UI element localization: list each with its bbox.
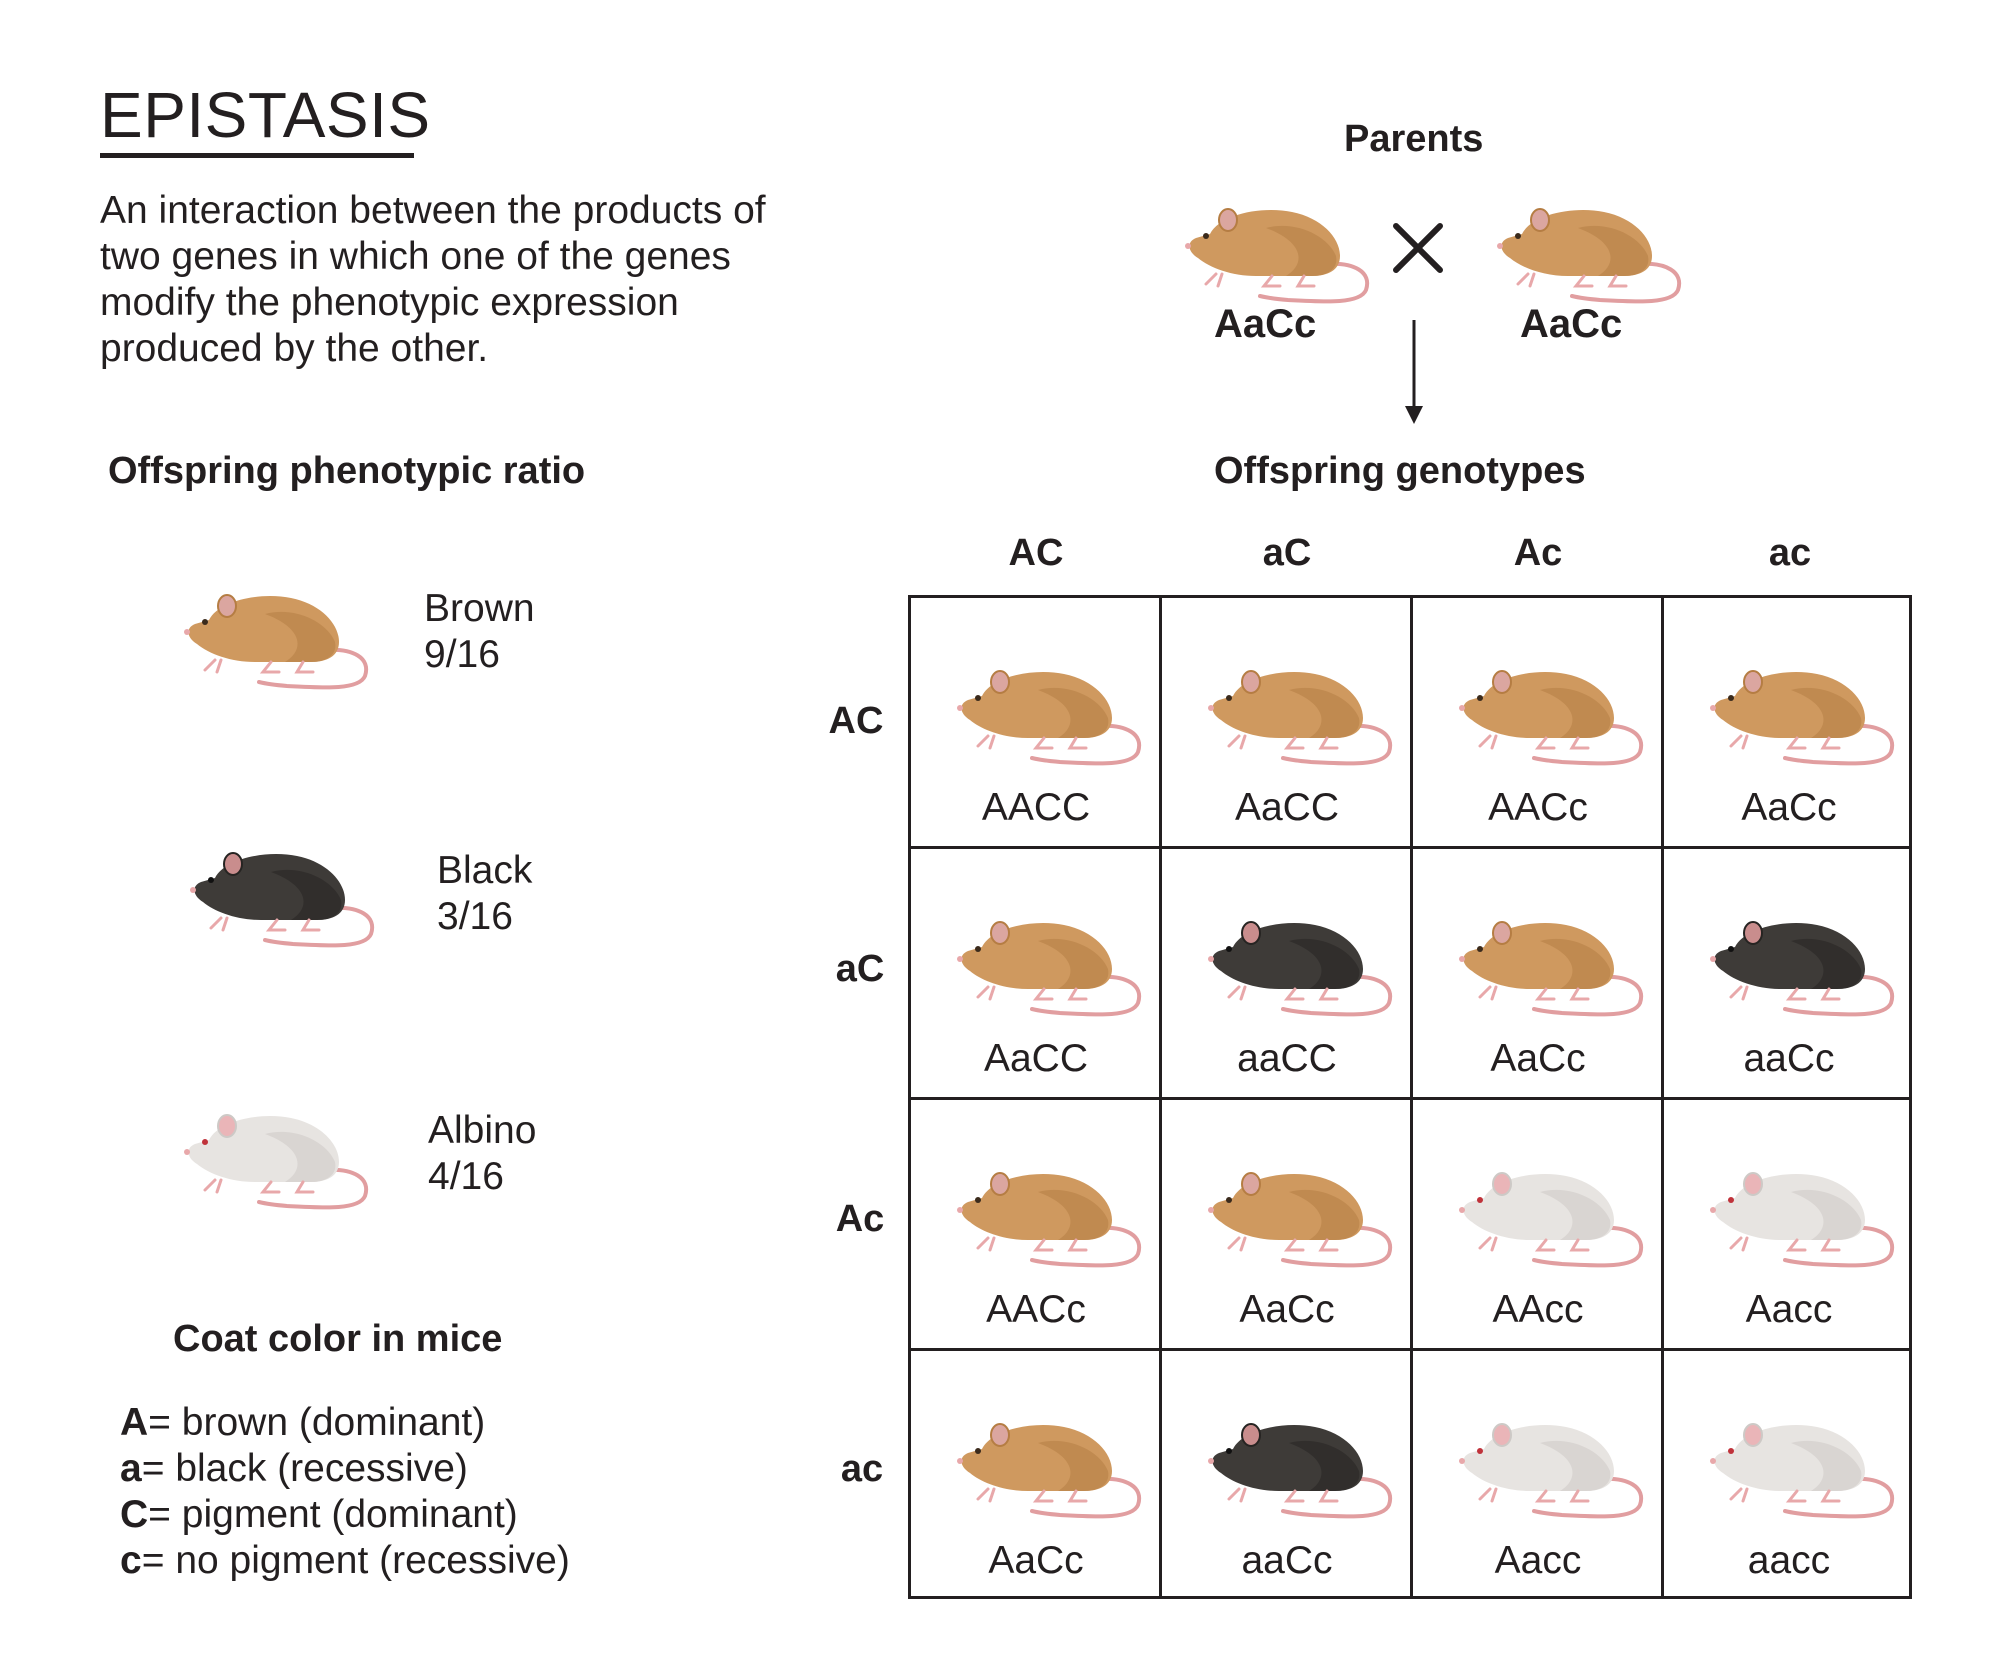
brown-mouse-icon (957, 921, 1142, 1017)
legend-item: A= brown (dominant) (120, 1400, 570, 1446)
arrow-down-icon (1405, 320, 1423, 424)
row-gamete-header: Ac (835, 1198, 885, 1240)
phenotype-name: Black (437, 849, 533, 892)
genotype-label: AaCC (1234, 786, 1340, 829)
black-mouse-icon (1710, 921, 1895, 1017)
grid-divider (911, 1097, 1909, 1100)
genotype-label: AaCc (1741, 786, 1837, 829)
phenotype-ratio: 3/16 (437, 895, 513, 938)
definition-line: An interaction between the products of (100, 189, 766, 232)
genotype-label: AACc (986, 1288, 1086, 1331)
albino-mouse-icon (1710, 1172, 1895, 1268)
parent-genotype-right: AaCc (1520, 302, 1623, 346)
row-gamete-header: aC (835, 948, 885, 990)
phenotype-name: Albino (428, 1109, 537, 1152)
parents-heading: Parents (1344, 118, 1484, 160)
allele-meaning: = pigment (dominant) (148, 1493, 518, 1536)
allele-meaning: = black (recessive) (141, 1447, 468, 1490)
row-gamete-header: AC (828, 700, 884, 742)
legend-item: c= no pigment (recessive) (120, 1538, 570, 1584)
albino-mouse-icon (1459, 1423, 1644, 1519)
brown-mouse-icon (1459, 670, 1644, 766)
brown-mouse-icon (957, 1172, 1142, 1268)
genotype-label: aacc (1747, 1539, 1831, 1582)
phenotype-name: Brown (424, 587, 535, 630)
genotype-label: AaCc (988, 1539, 1084, 1582)
brown-mouse-icon (1710, 670, 1895, 766)
definition-line: modify the phenotypic expression (100, 281, 679, 324)
genotype-label: Aacc (1494, 1539, 1582, 1582)
brown-mouse-icon (957, 1423, 1142, 1519)
legend-item: a= black (recessive) (120, 1446, 570, 1492)
phenotype-black: Black 3/16 (437, 848, 532, 940)
allele-symbol: c (120, 1539, 142, 1582)
genotype-label: aaCC (1237, 1037, 1337, 1080)
brown-mouse-icon (1459, 921, 1644, 1017)
phenotype-brown: Brown 9/16 (424, 586, 535, 678)
column-gamete-header: aC (1262, 532, 1312, 574)
allele-symbol: C (120, 1493, 149, 1536)
black-mouse-icon (1208, 1423, 1393, 1519)
definition-line: produced by the other. (100, 327, 489, 370)
column-gamete-header: Ac (1513, 532, 1563, 574)
offspring-heading: Offspring genotypes (1214, 450, 1586, 492)
genotype-label: Aacc (1745, 1288, 1833, 1331)
page-title: EPISTASIS (100, 79, 431, 151)
row-gamete-header: ac (840, 1448, 884, 1490)
albino-mouse-icon (1459, 1172, 1644, 1268)
allele-meaning: = brown (dominant) (148, 1401, 486, 1444)
genotype-label: aaCc (1241, 1539, 1333, 1582)
genotype-label: aaCc (1743, 1037, 1835, 1080)
brown-mouse-icon (957, 670, 1142, 766)
black-mouse-icon (1208, 921, 1393, 1017)
allele-legend: A= brown (dominant) a= black (recessive)… (120, 1400, 570, 1584)
definition-line: two genes in which one of the genes (100, 235, 731, 278)
brown-mouse-icon (1497, 208, 1682, 304)
brown-mouse-icon (184, 594, 369, 690)
genotype-label: AaCc (1239, 1288, 1335, 1331)
definition-text: An interaction between the products of t… (100, 188, 840, 372)
allele-symbol: a (120, 1447, 142, 1490)
genotype-label: AAcc (1492, 1288, 1584, 1331)
legend-heading: Coat color in mice (173, 1318, 503, 1360)
column-gamete-header: ac (1768, 532, 1812, 574)
cross-icon (1393, 223, 1443, 273)
genotype-label: AACC (981, 786, 1091, 829)
phenotype-ratio: 4/16 (428, 1155, 504, 1198)
legend-item: C= pigment (dominant) (120, 1492, 570, 1538)
allele-symbol: A (120, 1401, 149, 1444)
parent-genotype-left: AaCc (1214, 302, 1317, 346)
grid-divider (911, 846, 1909, 849)
brown-mouse-icon (1208, 670, 1393, 766)
phenotype-albino: Albino 4/16 (428, 1108, 536, 1200)
albino-mouse-icon (184, 1114, 369, 1210)
genotype-label: AaCC (983, 1037, 1089, 1080)
phenotype-ratio: 9/16 (424, 633, 500, 676)
column-gamete-header: AC (1008, 532, 1064, 574)
genotype-label: AaCc (1490, 1037, 1586, 1080)
black-mouse-icon (190, 852, 375, 948)
title-underline (100, 153, 414, 158)
brown-mouse-icon (1208, 1172, 1393, 1268)
phenotype-heading: Offspring phenotypic ratio (108, 450, 586, 492)
brown-mouse-icon (1185, 208, 1370, 304)
grid-divider (911, 1348, 1909, 1351)
punnett-square: AACC AaCC AACc AaCc AaCC aaCC AaCc aaCc AACc AaCc… (908, 595, 1912, 1599)
albino-mouse-icon (1710, 1423, 1895, 1519)
allele-meaning: = no pigment (recessive) (141, 1539, 570, 1582)
genotype-label: AACc (1488, 786, 1588, 829)
